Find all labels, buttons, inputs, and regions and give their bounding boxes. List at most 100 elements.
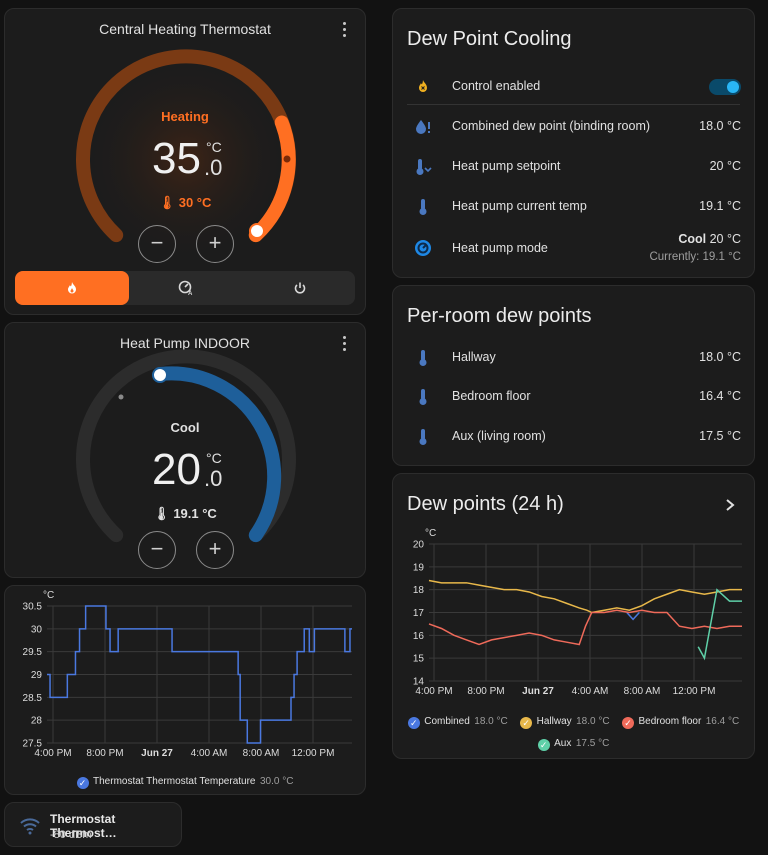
increase-button[interactable]: + bbox=[196, 225, 234, 263]
current-temp-row: 🌡 30 °C bbox=[5, 195, 365, 211]
mode-setpoint: 20 °C bbox=[709, 232, 741, 246]
current-temp-row: 🌡 19.1 °C bbox=[5, 506, 365, 522]
dial-track bbox=[76, 349, 296, 543]
y-axis-unit: °C bbox=[43, 590, 54, 601]
signal-tile[interactable]: Thermostat Thermost… -80 dBm bbox=[4, 802, 182, 847]
series-line-bedroom-floor bbox=[428, 609, 742, 646]
decrease-button[interactable]: − bbox=[138, 225, 176, 263]
y-tick-label: 19 bbox=[413, 562, 425, 573]
heatpump-dial[interactable] bbox=[5, 323, 366, 578]
card-title: Per-room dew points bbox=[407, 305, 592, 327]
mode-auto-button[interactable]: A bbox=[129, 271, 243, 305]
hvac-action: Cool bbox=[170, 420, 200, 435]
more-options-icon[interactable] bbox=[335, 19, 355, 39]
legend-label: Thermostat Thermostat Temperature bbox=[93, 776, 256, 787]
y-tick-label: 29 bbox=[31, 670, 43, 681]
y-tick-label: 20 bbox=[413, 540, 425, 551]
legend-label: Hallway bbox=[536, 716, 572, 727]
thermometer-icon bbox=[419, 389, 427, 405]
x-tick-label: Jun 27 bbox=[522, 686, 554, 697]
legend-item-aux[interactable]: ✓ Aux 17.5 °C bbox=[537, 733, 610, 751]
y-tick-label: 30 bbox=[31, 624, 43, 635]
dew-point-cooling-card: Dew Point Cooling Control enabled Combin… bbox=[392, 8, 755, 278]
mode-heat-button[interactable] bbox=[15, 271, 129, 305]
legend-value: 30.0 °C bbox=[259, 776, 294, 787]
x-tick-label: Jun 27 bbox=[141, 748, 173, 759]
row-value: 18.0 °C bbox=[699, 119, 741, 133]
card-title: Dew points (24 h) bbox=[407, 493, 564, 515]
chevron-right-icon[interactable] bbox=[724, 498, 736, 512]
row-label: Aux (living room) bbox=[452, 429, 546, 443]
y-tick-label: 28.5 bbox=[23, 693, 43, 704]
row-value: 17.5 °C bbox=[699, 429, 741, 443]
legend-check-icon: ✓ bbox=[76, 777, 89, 789]
thermometer-chevron-icon bbox=[416, 159, 432, 175]
heat-pump-setpoint-row[interactable]: Heat pump setpoint 20 °C bbox=[393, 149, 754, 185]
y-tick-label: 27.5 bbox=[23, 739, 43, 750]
row-value: Cool 20 °C bbox=[678, 232, 741, 246]
thermometer-icon bbox=[419, 429, 427, 445]
legend-value: 17.5 °C bbox=[575, 738, 610, 749]
legend-item-hallway[interactable]: ✓ Hallway 18.0 °C bbox=[520, 711, 614, 729]
divider bbox=[407, 104, 740, 105]
row-label: Hallway bbox=[452, 350, 496, 364]
thermometer-icon: 🌡 bbox=[153, 506, 170, 521]
per-room-card: Per-room dew points Hallway 18.0 °C Bedr… bbox=[392, 285, 755, 466]
decrease-button[interactable]: − bbox=[138, 531, 176, 569]
row-label: Bedroom floor bbox=[452, 389, 531, 403]
increase-button[interactable]: + bbox=[196, 531, 234, 569]
current-temp-marker bbox=[118, 394, 124, 400]
x-tick-label: 12:00 PM bbox=[292, 748, 335, 759]
setpoint-handle bbox=[249, 223, 265, 239]
row-value: 18.0 °C bbox=[699, 350, 741, 364]
dew-points-chart[interactable]: °C 14 15 16 17 18 19 20 4:00 PM 8:00 PM Jun 27 4:00… bbox=[393, 474, 755, 709]
thermostat-dial[interactable] bbox=[5, 9, 366, 279]
heat-pump-mode-row[interactable]: Heat pump mode Cool 20 °C Currently: 19.… bbox=[393, 229, 754, 275]
signal-name: Thermostat Thermost… bbox=[50, 812, 117, 840]
hvac-action: Heating bbox=[161, 109, 209, 124]
x-tick-label: 8:00 PM bbox=[467, 686, 504, 697]
series-line-hallway bbox=[428, 579, 742, 614]
target-decimal: .0 bbox=[204, 155, 223, 180]
target-decimal: .0 bbox=[204, 466, 223, 491]
legend-label: Aux bbox=[554, 738, 572, 749]
mode-value: Cool bbox=[678, 232, 707, 246]
mode-off-button[interactable] bbox=[243, 271, 357, 305]
hvac-mode-bar: A bbox=[15, 271, 355, 305]
legend-check-icon: ✓ bbox=[622, 717, 635, 729]
target-unit: °C bbox=[206, 139, 222, 155]
row-label: Heat pump mode bbox=[452, 241, 548, 255]
control-enabled-toggle[interactable] bbox=[709, 79, 741, 95]
legend-item-combined[interactable]: ✓ Combined 18.0 °C bbox=[407, 711, 512, 729]
row-label: Heat pump setpoint bbox=[452, 159, 561, 173]
y-tick-label: 15 bbox=[413, 654, 425, 665]
x-tick-label: 12:00 PM bbox=[673, 686, 716, 697]
series-line-aux bbox=[697, 588, 742, 661]
x-tick-label: 4:00 PM bbox=[34, 748, 71, 759]
signal-value: -80 dBm bbox=[50, 829, 92, 841]
y-tick-label: 16 bbox=[413, 631, 425, 642]
room-row-bedroom-floor[interactable]: Bedroom floor 16.4 °C bbox=[393, 379, 754, 415]
x-tick-label: 4:00 AM bbox=[191, 748, 228, 759]
y-tick-label: 17 bbox=[413, 608, 425, 619]
thermostat-mode-icon bbox=[415, 240, 431, 256]
room-row-hallway[interactable]: Hallway 18.0 °C bbox=[393, 340, 754, 376]
x-tick-label: 4:00 AM bbox=[572, 686, 609, 697]
more-options-icon[interactable] bbox=[335, 333, 355, 353]
x-tick-label: 8:00 AM bbox=[243, 748, 280, 759]
card-title: Dew Point Cooling bbox=[407, 28, 572, 50]
combined-dew-point-row[interactable]: Combined dew point (binding room) 18.0 °… bbox=[393, 109, 754, 145]
y-tick-label: 29.5 bbox=[23, 647, 43, 658]
legend-item-bedroom-floor[interactable]: ✓ Bedroom floor 16.4 °C bbox=[622, 711, 739, 729]
thermostat-history-chart[interactable]: °C 27.5 28 28.5 29 29.5 30 30.5 4:00 PM 8:00 PM Ju… bbox=[5, 586, 366, 761]
legend-check-icon: ✓ bbox=[537, 739, 550, 751]
heat-pump-current-temp-row[interactable]: Heat pump current temp 19.1 °C bbox=[393, 189, 754, 225]
heatpump-card: Heat Pump INDOOR Cool 20 °C .0 🌡 19.1 °C… bbox=[4, 322, 366, 578]
room-row-aux[interactable]: Aux (living room) 17.5 °C bbox=[393, 419, 754, 455]
y-tick-label: 18 bbox=[413, 585, 425, 596]
control-enabled-row[interactable]: Control enabled bbox=[393, 69, 754, 105]
series-line-thermostat-thermostat-temperature bbox=[47, 605, 352, 744]
chart-legend[interactable]: ✓ Thermostat Thermostat Temperature 30.0… bbox=[5, 771, 365, 789]
dial-active-arc bbox=[248, 115, 296, 243]
x-tick-label: 4:00 PM bbox=[415, 686, 452, 697]
